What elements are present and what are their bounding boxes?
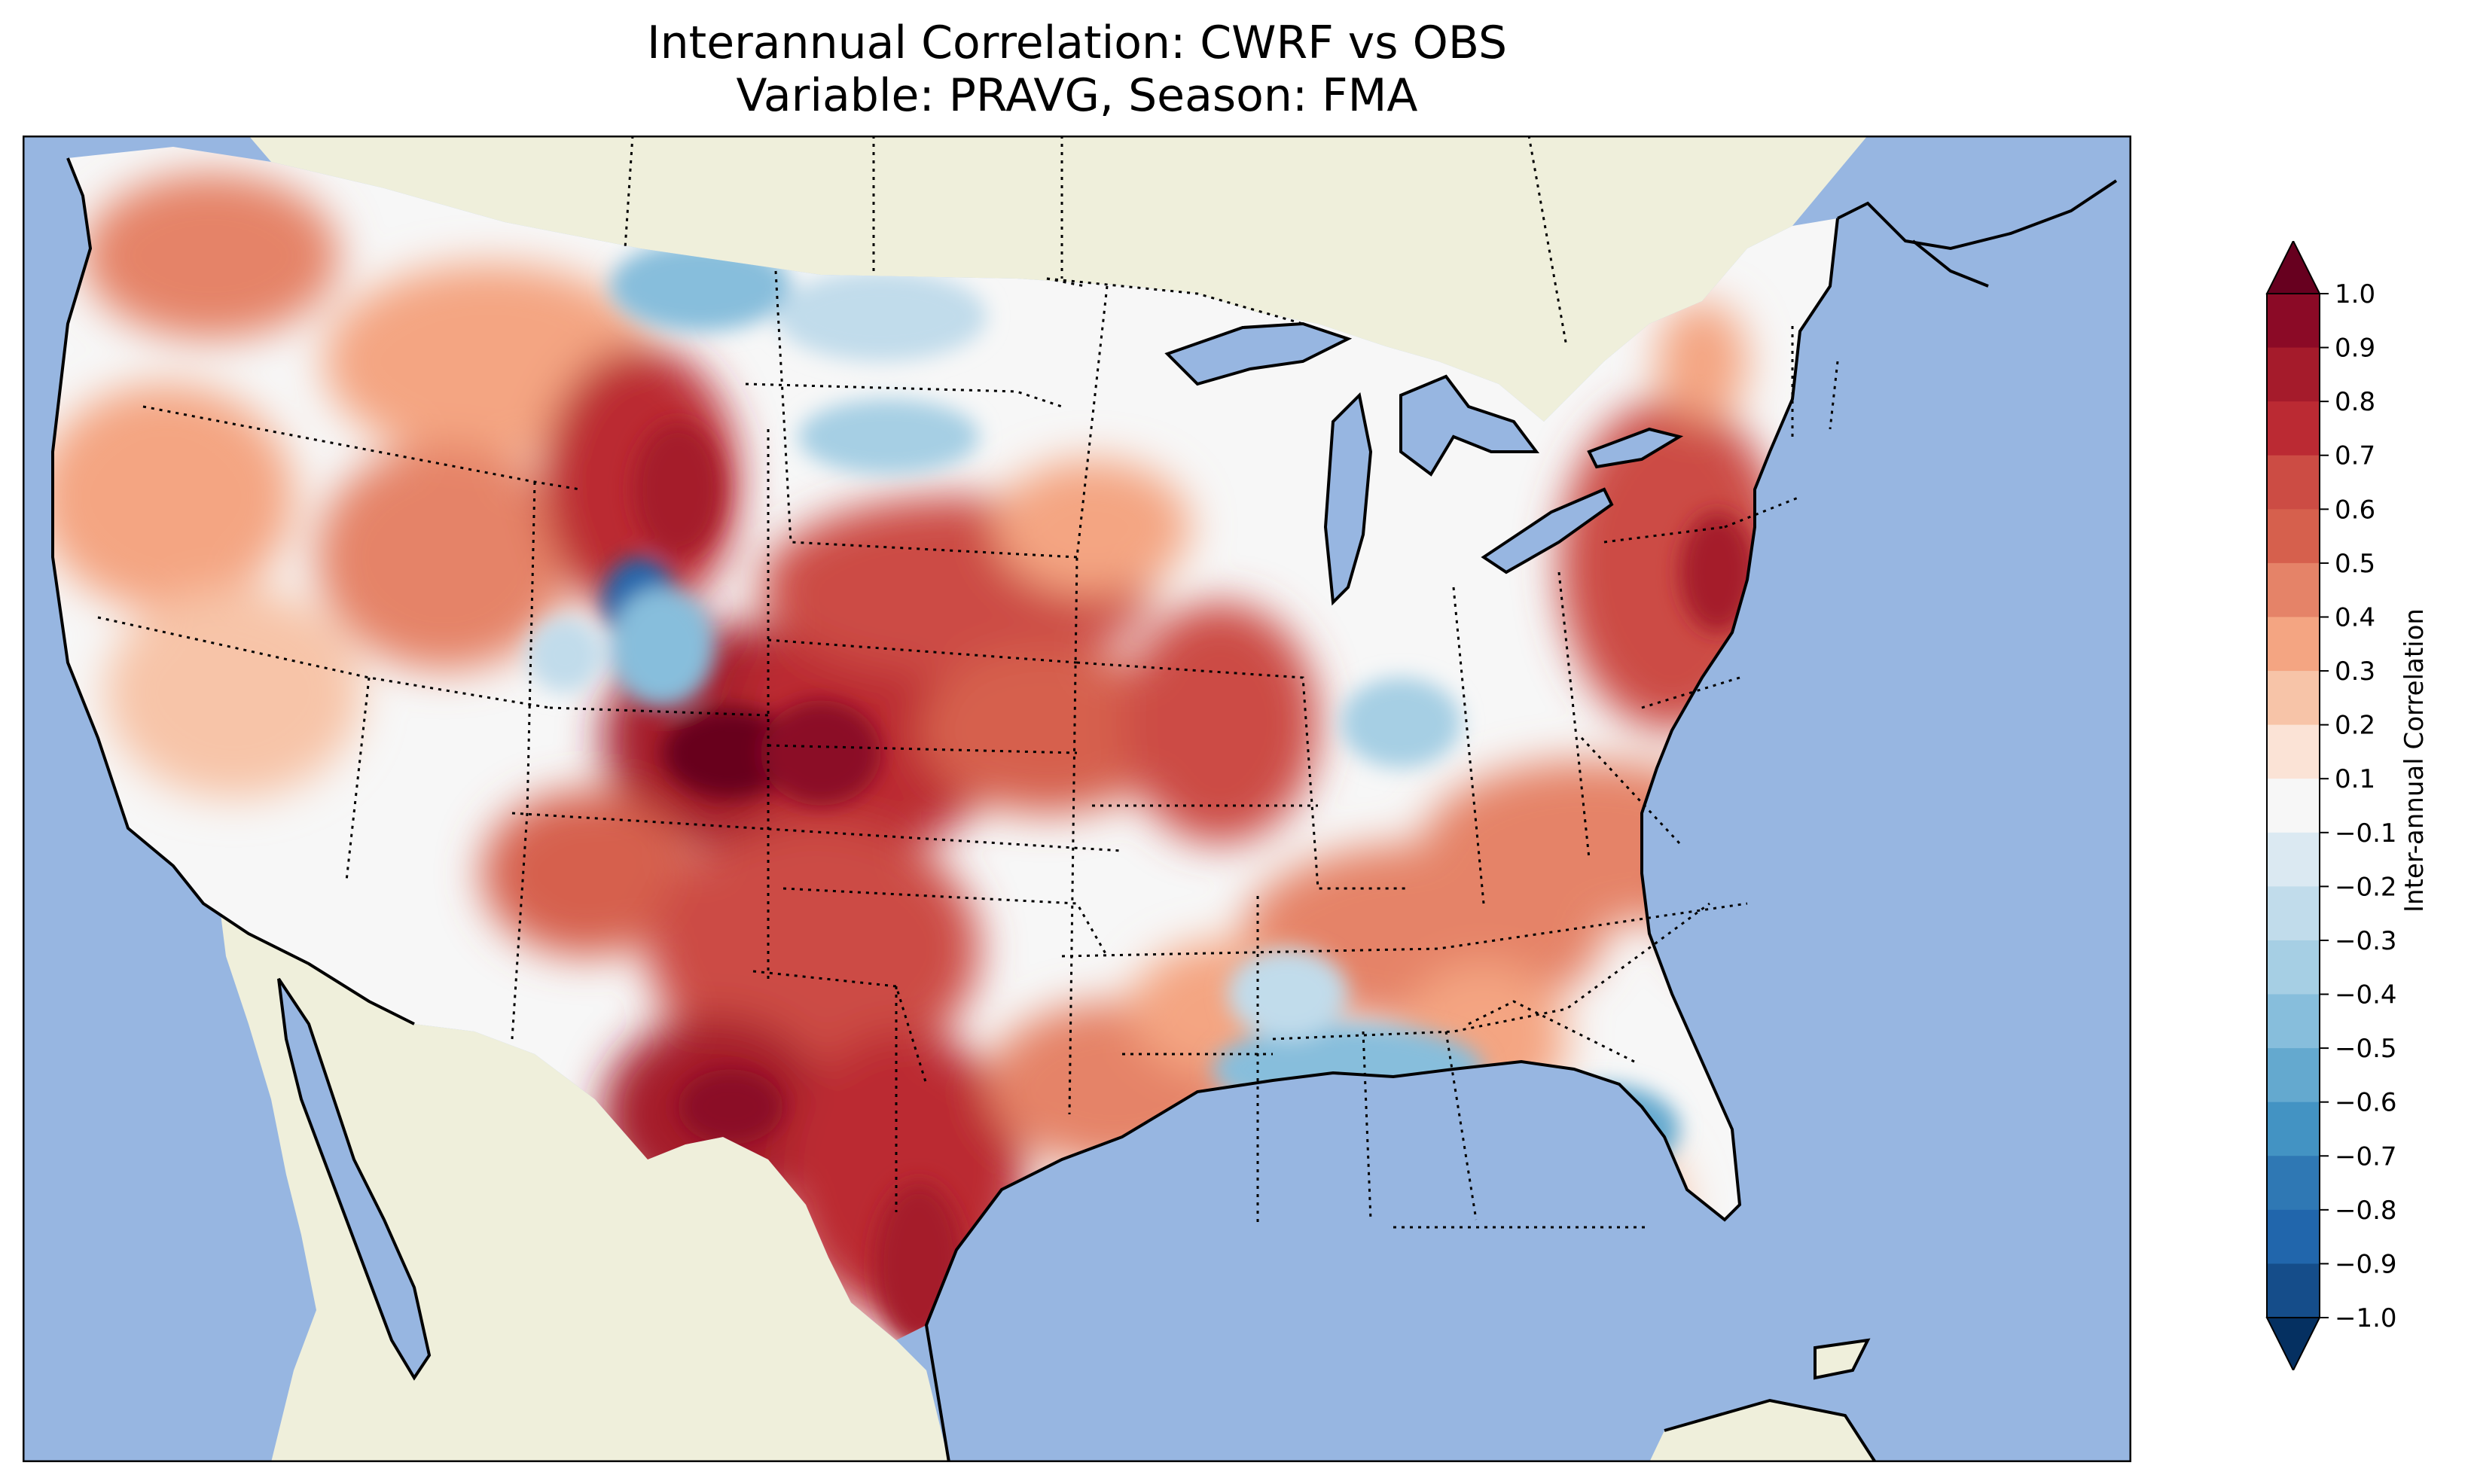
colorbar-tick-label: 0.6 [2335, 495, 2375, 525]
colorbar-extend-min [2265, 1317, 2321, 1370]
colorbar-tick-label: 1.0 [2335, 279, 2375, 309]
coastlines [51, 157, 2118, 1462]
gulf-of-california [279, 979, 429, 1378]
colorbar-tick-label: 0.2 [2335, 711, 2375, 741]
colorbar-band [2267, 832, 2320, 887]
colorbar-cells [2265, 241, 2321, 1370]
colorbar-band [2267, 940, 2320, 995]
colorbar-band [2267, 401, 2320, 456]
colorbar-band [2267, 994, 2320, 1049]
figure-title-line2: Variable: PRAVG, Season: FMA [736, 69, 1418, 122]
colorbar-band [2267, 1048, 2320, 1103]
colorbar-tick-label: 0.4 [2335, 602, 2375, 632]
colorbar-tick-label: 0.9 [2335, 334, 2375, 364]
colorbar-label: Inter-annual Correlation [2399, 608, 2430, 913]
colorbar-tick-label: 0.5 [2335, 549, 2375, 579]
colorbar-band [2267, 509, 2320, 564]
colorbar-tick-label: −0.1 [2335, 818, 2397, 849]
colorbar-ticks: 1.0 0.9 0.8 0.7 0.6 0.5 0.4 0.3 0.2 0.1 −0.1 −0.2 −0… [2320, 279, 2397, 1333]
colorbar-band [2267, 562, 2320, 617]
figure-title-line1: Interannual Correlation: CWRF vs OBS [646, 17, 1508, 69]
cuba-south-land [1649, 1400, 1875, 1462]
colorbar-band [2267, 1263, 2320, 1318]
colorbar-tick-label: 0.1 [2335, 764, 2375, 794]
cuba-land [1815, 1340, 1868, 1378]
colorbar-band [2267, 1209, 2320, 1264]
correlation-map [23, 136, 2131, 1462]
colorbar-band [2267, 779, 2320, 833]
colorbar: 1.0 0.9 0.8 0.7 0.6 0.5 0.4 0.3 0.2 0.1 −0.1 −0.2 −0… [2265, 241, 2397, 1370]
colorbar-tick-label: 0.3 [2335, 657, 2375, 687]
colorbar-band [2267, 617, 2320, 672]
colorbar-tick-label: 0.7 [2335, 441, 2375, 471]
colorbar-extend-max [2265, 241, 2321, 294]
colorbar-band [2267, 724, 2320, 779]
colorbar-tick-label: −0.9 [2335, 1249, 2397, 1279]
colorbar-tick-label: −0.8 [2335, 1196, 2397, 1226]
map-border [23, 136, 2131, 1462]
colorbar-tick-label: −0.6 [2335, 1088, 2397, 1118]
colorbar-band [2267, 1156, 2320, 1211]
colorbar-tick-label: −0.2 [2335, 872, 2397, 902]
colorbar-band [2267, 1102, 2320, 1156]
colorbar-band [2267, 671, 2320, 726]
colorbar-tick-label: −0.4 [2335, 980, 2397, 1010]
colorbar-band [2267, 294, 2320, 349]
colorbar-band [2267, 886, 2320, 941]
colorbar-tick-label: −1.0 [2335, 1303, 2397, 1333]
colorbar-tick-label: −0.3 [2335, 926, 2397, 956]
colorbar-tick-label: 0.8 [2335, 387, 2375, 417]
colorbar-tick-label: −0.7 [2335, 1141, 2397, 1172]
state-borders [97, 136, 1839, 1229]
colorbar-band [2267, 347, 2320, 402]
colorbar-tick-label: −0.5 [2335, 1034, 2397, 1064]
colorbar-band [2267, 455, 2320, 510]
colorbar-outline [2266, 293, 2320, 1318]
